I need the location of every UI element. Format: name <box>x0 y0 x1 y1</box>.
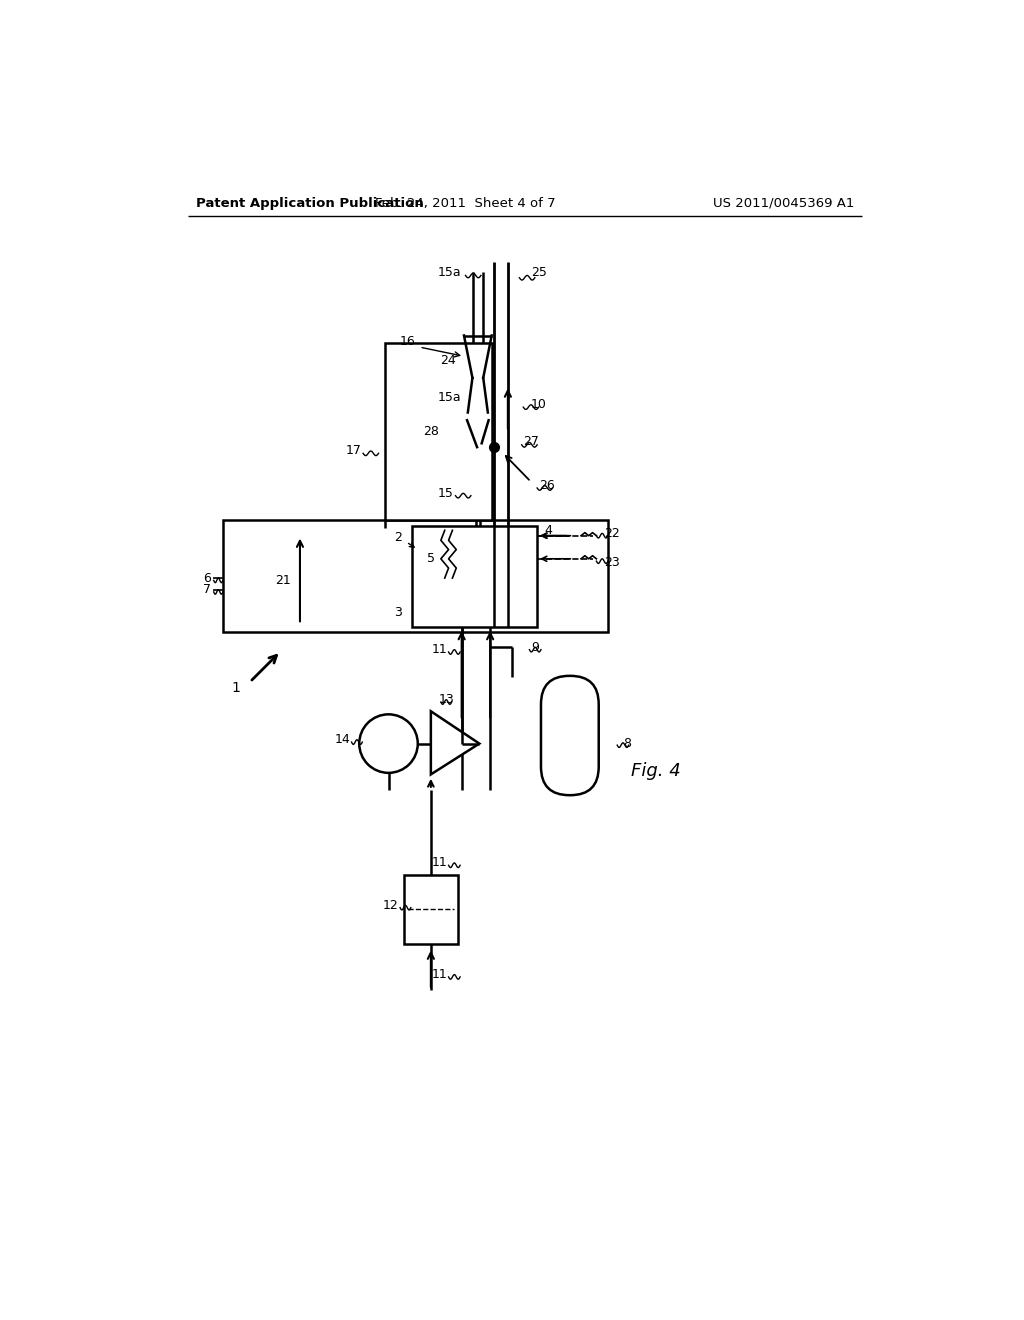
Text: 6: 6 <box>204 572 211 585</box>
Text: 11: 11 <box>432 968 447 981</box>
Circle shape <box>359 714 418 774</box>
Text: 8: 8 <box>624 737 632 750</box>
Text: 21: 21 <box>275 574 291 587</box>
Bar <box>385 343 493 520</box>
Text: 3: 3 <box>393 606 401 619</box>
Text: 9: 9 <box>531 640 539 653</box>
Text: 11: 11 <box>432 857 447 870</box>
Text: 11: 11 <box>432 643 447 656</box>
Text: 15: 15 <box>438 487 454 500</box>
FancyBboxPatch shape <box>541 676 599 795</box>
Text: 28: 28 <box>423 425 438 438</box>
Text: 16: 16 <box>399 335 416 348</box>
Text: 13: 13 <box>438 693 455 706</box>
Text: 10: 10 <box>531 399 547 412</box>
Text: 15a: 15a <box>438 391 462 404</box>
Text: Fig. 4: Fig. 4 <box>631 762 681 780</box>
Text: 5: 5 <box>427 552 435 565</box>
Text: 2: 2 <box>393 531 401 544</box>
Polygon shape <box>431 711 479 775</box>
Text: 23: 23 <box>604 556 620 569</box>
Text: 26: 26 <box>539 479 554 492</box>
Text: 14: 14 <box>334 733 350 746</box>
Text: 7: 7 <box>204 583 211 597</box>
Text: 25: 25 <box>531 265 547 279</box>
Text: Feb. 24, 2011  Sheet 4 of 7: Feb. 24, 2011 Sheet 4 of 7 <box>375 197 556 210</box>
Text: 27: 27 <box>523 436 539 449</box>
Text: 24: 24 <box>440 354 456 367</box>
Text: Patent Application Publication: Patent Application Publication <box>196 197 424 210</box>
Text: 15a: 15a <box>438 265 462 279</box>
Text: 1: 1 <box>231 681 241 696</box>
Text: 22: 22 <box>604 527 620 540</box>
Text: 17: 17 <box>346 445 361 458</box>
Bar <box>223 520 608 632</box>
Text: 12: 12 <box>383 899 398 912</box>
Text: 4: 4 <box>544 524 552 537</box>
Bar <box>454 347 471 359</box>
Text: US 2011/0045369 A1: US 2011/0045369 A1 <box>713 197 854 210</box>
Bar <box>403 875 458 944</box>
Bar <box>412 527 538 627</box>
